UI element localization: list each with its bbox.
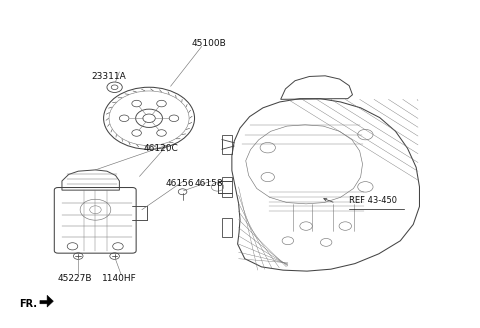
Text: 45100B: 45100B: [192, 39, 226, 48]
Text: 46158: 46158: [194, 179, 223, 189]
Text: 23311A: 23311A: [91, 72, 126, 81]
Text: 1140HF: 1140HF: [102, 274, 137, 283]
Text: 45227B: 45227B: [58, 274, 92, 283]
Polygon shape: [40, 295, 53, 307]
Text: 46156: 46156: [166, 179, 194, 189]
Text: REF 43-450: REF 43-450: [349, 196, 397, 205]
Text: 46120C: 46120C: [144, 144, 179, 153]
Text: FR.: FR.: [19, 299, 37, 309]
